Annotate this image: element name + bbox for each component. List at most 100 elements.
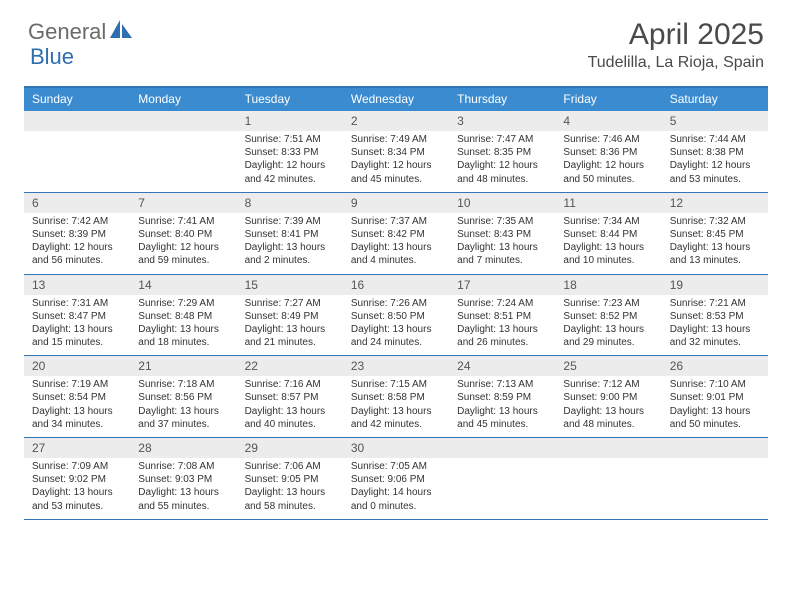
day-number: 14 bbox=[130, 275, 236, 295]
dow-thursday: Thursday bbox=[449, 88, 555, 111]
brand-logo: General bbox=[28, 18, 136, 45]
day-details: Sunrise: 7:19 AMSunset: 8:54 PMDaylight:… bbox=[24, 376, 130, 437]
day-details: Sunrise: 7:46 AMSunset: 8:36 PMDaylight:… bbox=[555, 131, 661, 192]
day-number: 3 bbox=[449, 111, 555, 131]
day-details bbox=[24, 131, 130, 192]
day-details: Sunrise: 7:21 AMSunset: 8:53 PMDaylight:… bbox=[662, 295, 768, 356]
sunrise-line: Sunrise: 7:12 AM bbox=[563, 378, 653, 391]
sunset-line: Sunset: 8:54 PM bbox=[32, 391, 122, 404]
sunset-line: Sunset: 9:01 PM bbox=[670, 391, 760, 404]
day-details: Sunrise: 7:29 AMSunset: 8:48 PMDaylight:… bbox=[130, 295, 236, 356]
dow-sunday: Sunday bbox=[24, 88, 130, 111]
sunrise-line: Sunrise: 7:37 AM bbox=[351, 215, 441, 228]
sunrise-line: Sunrise: 7:32 AM bbox=[670, 215, 760, 228]
brand-sail-icon bbox=[108, 18, 134, 45]
header: General April 2025 Tudelilla, La Rioja, … bbox=[0, 0, 792, 80]
day-number bbox=[24, 111, 130, 131]
day-number: 11 bbox=[555, 193, 661, 213]
daylight-line: Daylight: 13 hours and 2 minutes. bbox=[245, 241, 335, 267]
sunset-line: Sunset: 8:47 PM bbox=[32, 310, 122, 323]
week-daynum-row: 20212223242526 bbox=[24, 356, 768, 376]
sunrise-line: Sunrise: 7:15 AM bbox=[351, 378, 441, 391]
day-details bbox=[130, 131, 236, 192]
sunset-line: Sunset: 8:39 PM bbox=[32, 228, 122, 241]
day-number: 29 bbox=[237, 438, 343, 458]
sunset-line: Sunset: 8:48 PM bbox=[138, 310, 228, 323]
daylight-line: Daylight: 12 hours and 56 minutes. bbox=[32, 241, 122, 267]
day-number: 30 bbox=[343, 438, 449, 458]
sunset-line: Sunset: 8:43 PM bbox=[457, 228, 547, 241]
daylight-line: Daylight: 13 hours and 45 minutes. bbox=[457, 405, 547, 431]
sunset-line: Sunset: 9:02 PM bbox=[32, 473, 122, 486]
day-number: 8 bbox=[237, 193, 343, 213]
day-number: 15 bbox=[237, 275, 343, 295]
sunset-line: Sunset: 8:41 PM bbox=[245, 228, 335, 241]
daylight-line: Daylight: 13 hours and 58 minutes. bbox=[245, 486, 335, 512]
sunset-line: Sunset: 8:44 PM bbox=[563, 228, 653, 241]
week-detail-row: Sunrise: 7:51 AMSunset: 8:33 PM Daylight:… bbox=[24, 131, 768, 193]
sunrise-line: Sunrise: 7:27 AM bbox=[245, 297, 335, 310]
sunset-line: Sunset: 8:59 PM bbox=[457, 391, 547, 404]
sunrise-line: Sunrise: 7:29 AM bbox=[138, 297, 228, 310]
day-details: Sunrise: 7:09 AMSunset: 9:02 PMDaylight:… bbox=[24, 458, 130, 519]
daylight-line: Daylight: 12 hours and 48 minutes. bbox=[457, 159, 547, 185]
sunrise-line: Sunrise: 7:42 AM bbox=[32, 215, 122, 228]
daylight-line: Daylight: 13 hours and 26 minutes. bbox=[457, 323, 547, 349]
day-details: Sunrise: 7:39 AMSunset: 8:41 PMDaylight:… bbox=[237, 213, 343, 274]
brand-name-a: General bbox=[28, 19, 106, 45]
sunrise-line: Sunrise: 7:21 AM bbox=[670, 297, 760, 310]
sunset-line: Sunset: 8:56 PM bbox=[138, 391, 228, 404]
day-details: Sunrise: 7:44 AMSunset: 8:38 PMDaylight:… bbox=[662, 131, 768, 192]
week-detail-row: Sunrise: 7:09 AMSunset: 9:02 PMDaylight:… bbox=[24, 458, 768, 520]
day-number: 5 bbox=[662, 111, 768, 131]
day-details: Sunrise: 7:27 AMSunset: 8:49 PMDaylight:… bbox=[237, 295, 343, 356]
day-details: Sunrise: 7:37 AMSunset: 8:42 PMDaylight:… bbox=[343, 213, 449, 274]
daylight-line: Daylight: 13 hours and 53 minutes. bbox=[32, 486, 122, 512]
sunset-line: Sunset: 8:36 PM bbox=[563, 146, 653, 159]
day-number: 24 bbox=[449, 356, 555, 376]
sunrise-line: Sunrise: 7:35 AM bbox=[457, 215, 547, 228]
daylight-line: Daylight: 13 hours and 37 minutes. bbox=[138, 405, 228, 431]
sunrise-line: Sunrise: 7:34 AM bbox=[563, 215, 653, 228]
day-details: Sunrise: 7:15 AMSunset: 8:58 PMDaylight:… bbox=[343, 376, 449, 437]
day-details: Sunrise: 7:32 AMSunset: 8:45 PMDaylight:… bbox=[662, 213, 768, 274]
sunrise-line: Sunrise: 7:51 AM bbox=[245, 133, 335, 146]
day-number: 2 bbox=[343, 111, 449, 131]
daylight-line: Daylight: 12 hours and 53 minutes. bbox=[670, 159, 760, 185]
day-details: Sunrise: 7:31 AMSunset: 8:47 PMDaylight:… bbox=[24, 295, 130, 356]
sunrise-line: Sunrise: 7:09 AM bbox=[32, 460, 122, 473]
weeks-container: 12345Sunrise: 7:51 AMSunset: 8:33 PMDayl… bbox=[24, 111, 768, 520]
day-details: Sunrise: 7:05 AMSunset: 9:06 PMDaylight:… bbox=[343, 458, 449, 519]
daylight-line: Daylight: 13 hours and 10 minutes. bbox=[563, 241, 653, 267]
day-number: 16 bbox=[343, 275, 449, 295]
sunset-line: Sunset: 9:06 PM bbox=[351, 473, 441, 486]
day-number: 26 bbox=[662, 356, 768, 376]
sunrise-line: Sunrise: 7:16 AM bbox=[245, 378, 335, 391]
week-daynum-row: 6789101112 bbox=[24, 193, 768, 213]
day-details: Sunrise: 7:26 AMSunset: 8:50 PMDaylight:… bbox=[343, 295, 449, 356]
day-details: Sunrise: 7:24 AMSunset: 8:51 PMDaylight:… bbox=[449, 295, 555, 356]
day-of-week-header: Sunday Monday Tuesday Wednesday Thursday… bbox=[24, 88, 768, 111]
week-detail-row: Sunrise: 7:31 AMSunset: 8:47 PM Daylight:… bbox=[24, 295, 768, 357]
day-details: Sunrise: 7:10 AMSunset: 9:01 PMDaylight:… bbox=[662, 376, 768, 437]
day-details: Sunrise: 7:41 AMSunset: 8:40 PMDaylight:… bbox=[130, 213, 236, 274]
day-details: Sunrise: 7:51 AMSunset: 8:33 PMDaylight:… bbox=[237, 131, 343, 192]
sunrise-line: Sunrise: 7:44 AM bbox=[670, 133, 760, 146]
day-details bbox=[662, 458, 768, 519]
day-number: 25 bbox=[555, 356, 661, 376]
sunrise-line: Sunrise: 7:13 AM bbox=[457, 378, 547, 391]
week-daynum-row: 13141516171819 bbox=[24, 275, 768, 295]
sunset-line: Sunset: 8:42 PM bbox=[351, 228, 441, 241]
day-number bbox=[662, 438, 768, 458]
daylight-line: Daylight: 13 hours and 32 minutes. bbox=[670, 323, 760, 349]
daylight-line: Daylight: 13 hours and 50 minutes. bbox=[670, 405, 760, 431]
sunset-line: Sunset: 8:33 PM bbox=[245, 146, 335, 159]
day-number: 19 bbox=[662, 275, 768, 295]
daylight-line: Daylight: 13 hours and 24 minutes. bbox=[351, 323, 441, 349]
day-number: 4 bbox=[555, 111, 661, 131]
sunrise-line: Sunrise: 7:47 AM bbox=[457, 133, 547, 146]
daylight-line: Daylight: 13 hours and 29 minutes. bbox=[563, 323, 653, 349]
sunrise-line: Sunrise: 7:08 AM bbox=[138, 460, 228, 473]
sunrise-line: Sunrise: 7:31 AM bbox=[32, 297, 122, 310]
day-number bbox=[130, 111, 236, 131]
